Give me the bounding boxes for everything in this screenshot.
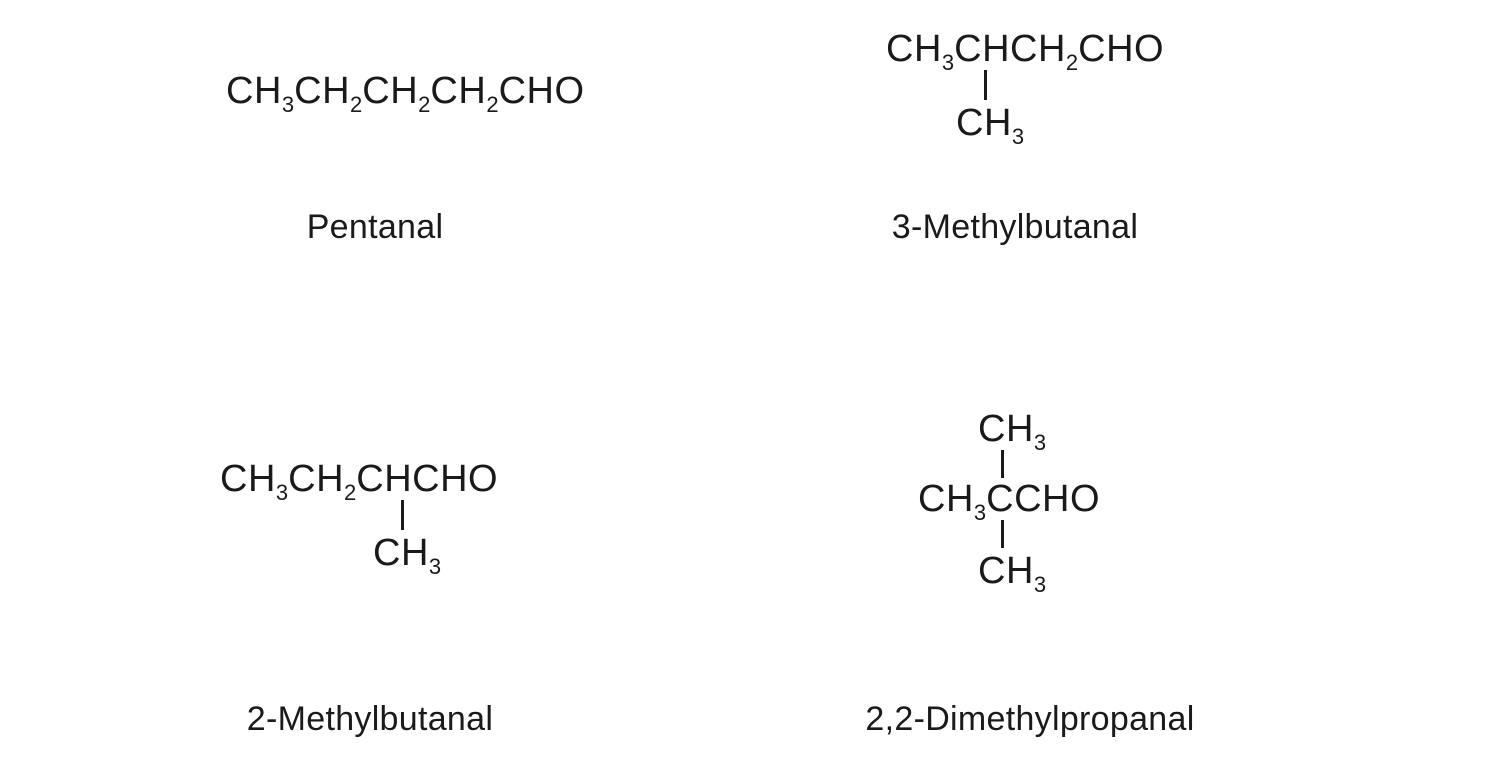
diagram-grid: CH3CH2CH2CH2CHO Pentanal CH3CHCH2CHO CH3… xyxy=(0,0,1499,768)
formula-pentanal: CH3CH2CH2CH2CHO xyxy=(226,72,585,110)
branch-ch3: CH3 xyxy=(956,104,1025,142)
name-2-methylbutanal: 2-Methylbutanal xyxy=(180,700,560,739)
name-pentanal: Pentanal xyxy=(200,208,550,247)
bond-down-icon xyxy=(1001,520,1004,548)
formula-3-methylbutanal: CH3CHCH2CHO xyxy=(886,30,1164,68)
bond-up-icon xyxy=(1001,450,1004,478)
branch-ch3: CH3 xyxy=(373,534,442,572)
formula-2-methylbutanal: CH3CH2CHCHO xyxy=(220,460,498,498)
name-3-methylbutanal: 3-Methylbutanal xyxy=(830,208,1200,247)
bond-down-icon xyxy=(984,70,987,100)
formula-2-2-dimethylpropanal: CH3CCHO xyxy=(918,480,1100,518)
branch-ch3-bottom: CH3 xyxy=(978,552,1047,590)
name-2-2-dimethylpropanal: 2,2-Dimethylpropanal xyxy=(820,700,1240,739)
branch-ch3-top: CH3 xyxy=(978,410,1047,448)
bond-down-icon xyxy=(401,500,404,530)
